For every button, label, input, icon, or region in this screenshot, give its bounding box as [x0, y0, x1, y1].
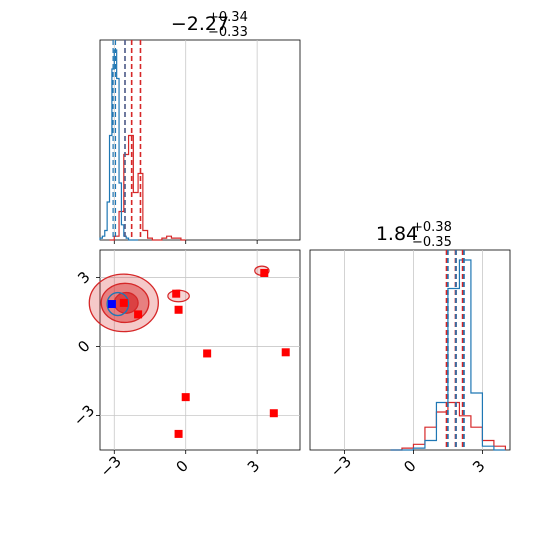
histogram-series-b	[109, 134, 186, 241]
data-point	[260, 268, 269, 277]
quantile-lines	[445, 250, 465, 450]
histogram-bars	[99, 49, 186, 241]
grid	[113, 40, 258, 244]
x-tick-label: −3	[97, 452, 125, 480]
data-point	[203, 349, 212, 358]
y-tick-label: −3	[70, 401, 98, 429]
density-contour-a	[106, 291, 130, 317]
x-tick-label: 3	[244, 457, 263, 476]
param-2-title: 1.84	[376, 223, 418, 245]
histogram-series-a	[99, 49, 139, 241]
quantile-lines	[112, 40, 142, 240]
grid	[100, 250, 300, 450]
data-point	[281, 348, 290, 357]
y-tick-label: 0	[74, 337, 93, 356]
histogram-param-1	[99, 39, 301, 244]
panel-frame	[309, 249, 511, 451]
y-tick-label: 3	[74, 268, 93, 287]
param-1-plus: +0.34	[208, 10, 248, 25]
panel-frame	[99, 39, 301, 241]
x-tick-label: 0	[172, 457, 191, 476]
param-2-plus: +0.38	[412, 220, 452, 235]
param-1-median: −2.27	[171, 13, 229, 35]
true-value-point	[107, 300, 116, 309]
data-point	[119, 298, 128, 307]
scatter-contour-panel: −3 0 3 −3 0 3	[70, 249, 301, 481]
histogram-series-a	[390, 259, 506, 451]
param-2-minus: −0.35	[412, 235, 452, 250]
param-1-minus: −0.33	[208, 25, 248, 40]
data-point	[174, 305, 183, 314]
x-tick-label: −3	[327, 452, 355, 480]
x-tick-label: 0	[400, 457, 419, 476]
param-1-title: −2.27	[171, 13, 229, 35]
x-tick-label: 3	[469, 457, 488, 476]
panel-frame	[99, 249, 301, 451]
param-2-median: 1.84	[376, 223, 418, 245]
data-point	[172, 289, 181, 298]
data-point	[269, 409, 278, 418]
data-point	[134, 310, 143, 319]
data-point	[174, 429, 183, 438]
data-point	[181, 393, 190, 402]
histogram-param-2: −3 0 3	[309, 249, 511, 481]
x-tick-labels: −3 0 3	[97, 450, 263, 481]
data-points	[107, 268, 290, 438]
x-tick-labels: −3 0 3	[327, 450, 489, 481]
